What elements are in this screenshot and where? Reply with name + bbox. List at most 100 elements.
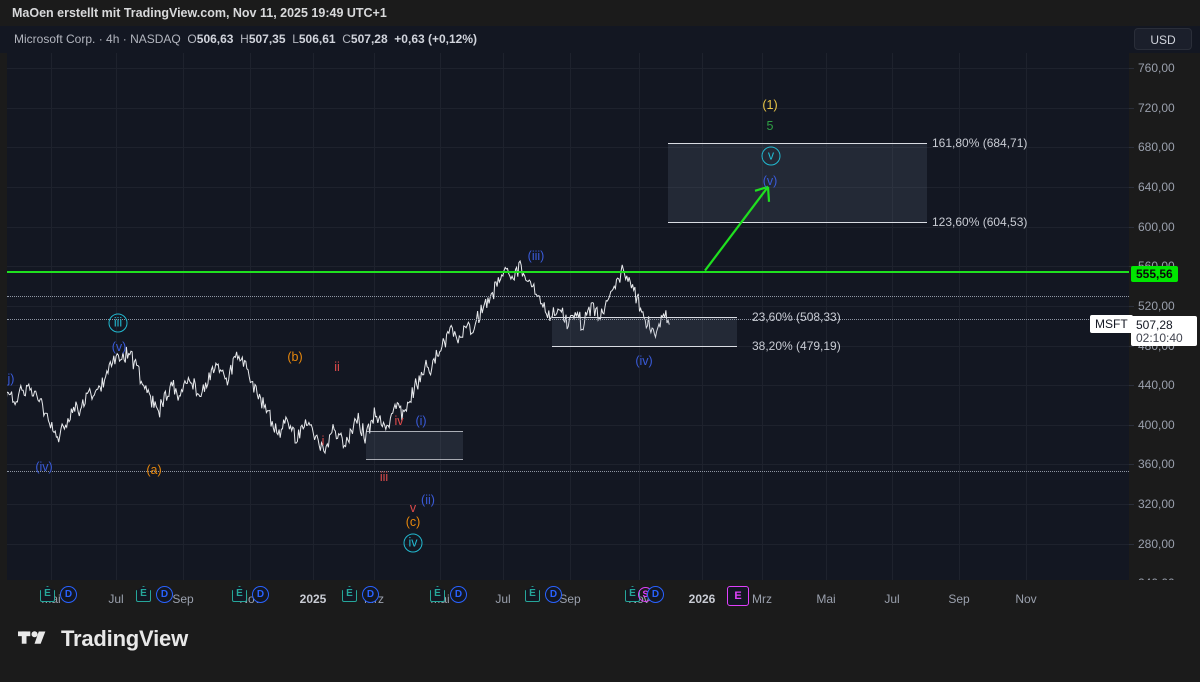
horizontal-gridline <box>7 227 1129 228</box>
fib-extension-lower-line[interactable] <box>668 222 927 224</box>
legend-interval[interactable]: 4h <box>106 32 120 46</box>
wave-label[interactable]: (c) <box>405 515 421 529</box>
vertical-gridline <box>250 53 251 580</box>
chart-legend: Microsoft Corp. · 4h · NASDAQ O506,63 H5… <box>0 26 1200 53</box>
wave-label[interactable]: iii <box>108 313 128 333</box>
event-marker-dividend[interactable]: D <box>60 586 77 603</box>
wave-label[interactable]: (1) <box>762 98 778 112</box>
horizontal-gridline <box>7 187 1129 188</box>
tradingview-logo[interactable]: TradingView <box>18 626 188 652</box>
event-marker-earnings[interactable]: E <box>525 586 540 602</box>
dotted-level-upper[interactable] <box>7 295 1129 297</box>
price-tick-mark <box>1129 504 1134 506</box>
price-tick-label: 600,00 <box>1138 219 1175 234</box>
chart-pane[interactable]: 161,80% (684,71) 123,60% (604,53) 23,60% (… <box>7 53 1129 580</box>
legend-low-key: L <box>292 32 299 46</box>
wave-label[interactable]: v <box>409 501 417 515</box>
event-marker-earnings[interactable]: E <box>342 586 357 602</box>
time-tick-label: Mrz <box>752 592 772 606</box>
event-marker-earnings[interactable]: E <box>232 586 247 602</box>
wave-label[interactable]: (ii) <box>421 493 435 507</box>
vertical-gridline <box>503 53 504 580</box>
vertical-gridline <box>51 53 52 580</box>
vertical-gridline <box>959 53 960 580</box>
small-range-box[interactable] <box>366 430 463 459</box>
vertical-gridline <box>374 53 375 580</box>
legend-symbol-name[interactable]: Microsoft Corp. <box>14 32 96 46</box>
vertical-gridline <box>313 53 314 580</box>
fib-retracement-upper-line[interactable] <box>552 317 737 319</box>
horizontal-gridline <box>7 544 1129 545</box>
fib-extension-box[interactable] <box>668 142 927 223</box>
price-tick-mark <box>1129 186 1134 188</box>
price-tick-mark <box>1129 464 1134 466</box>
time-tick-label: Jul <box>108 592 124 606</box>
legend-change: +0,63 (+0,12%) <box>394 32 478 46</box>
small-range-upper-line[interactable] <box>366 430 463 432</box>
legend-open-value: 506,63 <box>196 32 234 46</box>
dotted-level-lower[interactable] <box>7 471 1129 473</box>
time-tick-label: Jul <box>495 592 511 606</box>
fib-extension-upper-line[interactable] <box>668 142 927 144</box>
wave-label[interactable]: iv <box>394 414 404 428</box>
event-marker-dividend[interactable]: D <box>647 586 664 603</box>
horizontal-gridline <box>7 425 1129 426</box>
fib-retracement-lower-label: 38,20% (479,19) <box>752 339 841 354</box>
wave-label[interactable]: iv <box>403 533 423 553</box>
wave-label[interactable]: (a) <box>146 463 162 477</box>
alert-horizontal-line[interactable] <box>7 270 1129 273</box>
price-tick-mark <box>1129 543 1134 545</box>
legend-close-value: 507,28 <box>350 32 388 46</box>
wave-label[interactable]: 5 <box>766 119 774 133</box>
event-marker-dividend[interactable]: D <box>450 586 467 603</box>
fib-retracement-lower-line[interactable] <box>552 346 737 348</box>
wave-label[interactable]: j) <box>7 372 15 386</box>
fib-extension-upper-label: 161,80% (684,71) <box>932 135 1028 150</box>
wave-label[interactable]: (i) <box>415 414 427 428</box>
horizontal-gridline <box>7 306 1129 307</box>
wave-label[interactable]: iii <box>379 470 389 484</box>
fib-retracement-upper-label: 23,60% (508,33) <box>752 310 841 325</box>
wave-label[interactable]: i <box>321 434 325 448</box>
wave-label[interactable]: v <box>761 146 781 166</box>
time-tick-label: Sep <box>948 592 970 606</box>
time-axis[interactable]: MaiJulSepNov2025MrzMaiJulSepNov2026MrzMa… <box>7 580 1200 616</box>
tradingview-logo-icon <box>18 631 46 644</box>
wave-label[interactable]: (v) <box>111 340 127 354</box>
dotted-level-wave-iii[interactable] <box>7 318 1129 320</box>
event-marker-earnings[interactable]: E <box>40 586 55 602</box>
event-marker-dividend[interactable]: D <box>545 586 562 603</box>
horizontal-gridline <box>7 266 1129 267</box>
horizontal-gridline <box>7 504 1129 505</box>
vertical-gridline <box>826 53 827 580</box>
price-tick-label: 640,00 <box>1138 179 1175 194</box>
countdown-value: 02:10:40 <box>1136 331 1183 345</box>
wave-label[interactable]: (b) <box>287 350 303 364</box>
legend-high-key: H <box>240 32 249 46</box>
fib-extension-lower-label: 123,60% (604,53) <box>932 215 1028 230</box>
vertical-gridline <box>892 53 893 580</box>
event-marker-earnings[interactable]: E <box>430 586 445 602</box>
horizontal-gridline <box>7 385 1129 386</box>
wave-label[interactable]: (v) <box>762 174 778 188</box>
currency-badge[interactable]: USD <box>1134 28 1192 50</box>
event-marker-earnings-upcoming[interactable]: E <box>727 586 749 606</box>
pane-background <box>7 53 1129 580</box>
small-range-lower-line[interactable] <box>366 458 463 460</box>
wave-label[interactable]: (iii) <box>527 249 545 263</box>
fib-retracement-box[interactable] <box>552 317 737 347</box>
event-marker-earnings[interactable]: E <box>136 586 151 602</box>
attribution-bar: MaOen erstellt mit TradingView.com, Nov … <box>0 0 1200 26</box>
legend-close-key: C <box>342 32 351 46</box>
projection-arrow[interactable] <box>7 53 1129 580</box>
event-marker-dividend[interactable]: D <box>156 586 173 603</box>
time-tick-label: Jul <box>884 592 900 606</box>
event-marker-dividend[interactable]: D <box>252 586 269 603</box>
wave-label[interactable]: (iv) <box>635 354 653 368</box>
price-tick-mark <box>1129 424 1134 426</box>
horizontal-gridline <box>7 147 1129 148</box>
time-tick-label: 2026 <box>688 592 716 606</box>
event-marker-dividend[interactable]: D <box>362 586 379 603</box>
wave-label[interactable]: ii <box>334 360 340 374</box>
wave-label[interactable]: (iv) <box>35 460 53 474</box>
